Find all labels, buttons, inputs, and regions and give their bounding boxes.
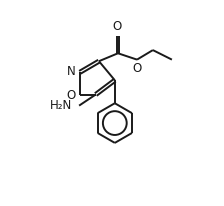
Text: O: O xyxy=(132,62,142,75)
Text: H₂N: H₂N xyxy=(50,99,72,112)
Text: N: N xyxy=(67,65,76,78)
Text: O: O xyxy=(67,89,76,102)
Text: O: O xyxy=(112,20,122,33)
